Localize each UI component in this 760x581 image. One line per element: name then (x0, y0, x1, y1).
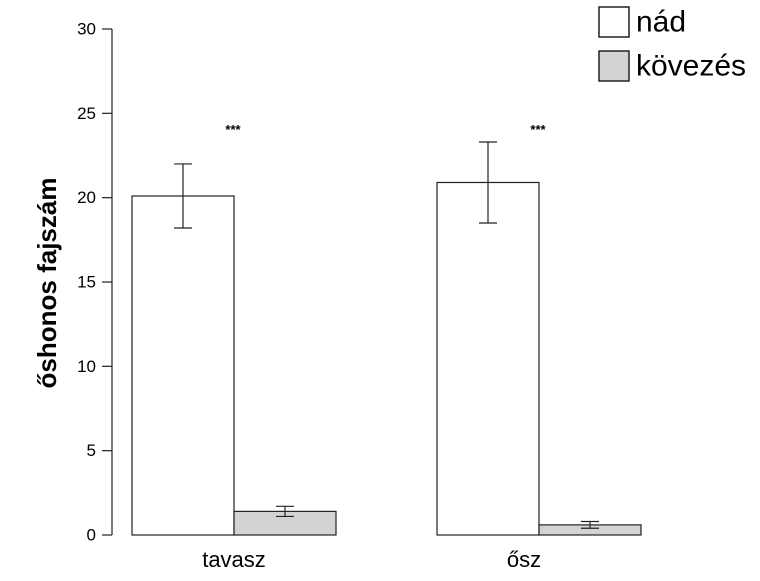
significance-label: *** (530, 122, 546, 137)
bar-nád-ősz (436, 181, 540, 536)
significance-label: *** (225, 122, 241, 137)
y-tick-label: 0 (87, 526, 96, 545)
y-tick-label: 15 (77, 273, 96, 292)
y-axis: 0 5 10 15 20 25 30 (77, 20, 113, 545)
legend-swatch (598, 6, 630, 38)
error-bar (276, 505, 294, 518)
y-axis-label: őshonos fajszám (32, 178, 62, 389)
significance-annotations: *** *** (225, 122, 546, 137)
y-tick-label: 25 (77, 104, 96, 123)
x-axis-labels: tavasz ősz (202, 547, 541, 572)
y-tick-label: 10 (77, 357, 96, 376)
bars (131, 181, 642, 536)
legend-swatch (598, 50, 630, 82)
y-tick-label: 20 (77, 188, 96, 207)
legend-label: nád (636, 6, 686, 39)
y-tick-label: 30 (77, 20, 96, 39)
y-tick-label: 5 (87, 441, 96, 460)
error-bar (174, 163, 192, 229)
legend: nád kövezés (598, 6, 746, 83)
error-bars (174, 141, 599, 529)
legend-label: kövezés (636, 50, 746, 83)
x-tick-label: ősz (507, 547, 541, 572)
x-tick-label: tavasz (202, 547, 266, 572)
error-bar (479, 141, 497, 224)
bar-nád-tavasz (131, 195, 235, 536)
error-bar (581, 520, 599, 529)
